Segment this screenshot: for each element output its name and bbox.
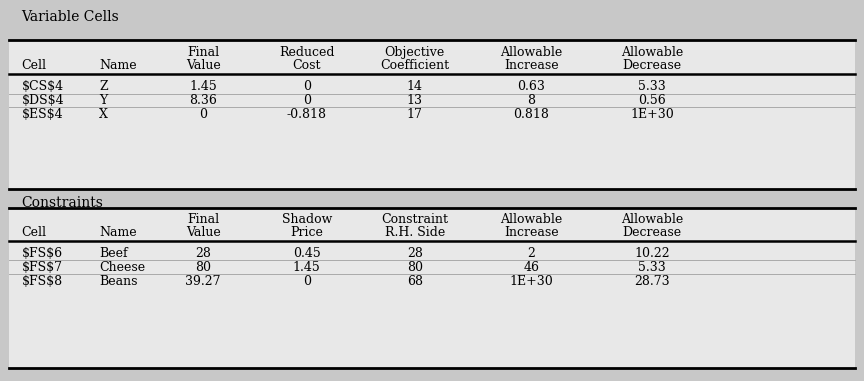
- Text: Cost: Cost: [293, 59, 321, 72]
- Text: 17: 17: [407, 108, 422, 121]
- Text: Value: Value: [186, 59, 220, 72]
- Text: 68: 68: [407, 275, 422, 288]
- Text: 1.45: 1.45: [189, 80, 217, 93]
- Text: Beans: Beans: [99, 275, 138, 288]
- Text: Y: Y: [99, 94, 108, 107]
- Text: Z: Z: [99, 80, 108, 93]
- Text: 0: 0: [199, 108, 207, 121]
- Text: 5.33: 5.33: [638, 80, 666, 93]
- Text: 5.33: 5.33: [638, 261, 666, 274]
- Text: Constraint: Constraint: [381, 213, 448, 226]
- Text: Increase: Increase: [504, 226, 559, 239]
- Text: \$FS\$7: \$FS\$7: [22, 261, 62, 274]
- Text: 80: 80: [407, 261, 422, 274]
- Text: X: X: [99, 108, 108, 121]
- Text: 0: 0: [302, 80, 311, 93]
- Text: Name: Name: [99, 59, 137, 72]
- Text: Allowable: Allowable: [500, 46, 562, 59]
- Text: 28: 28: [407, 247, 422, 260]
- Bar: [9, 208, 855, 368]
- Text: 14: 14: [407, 80, 422, 93]
- Text: Value: Value: [186, 226, 220, 239]
- Text: Name: Name: [99, 226, 137, 239]
- Text: \$CS\$4: \$CS\$4: [22, 80, 64, 93]
- Text: Cheese: Cheese: [99, 261, 145, 274]
- Text: 0.45: 0.45: [293, 247, 321, 260]
- Text: Constraints: Constraints: [22, 196, 104, 210]
- Bar: [9, 40, 855, 189]
- Text: 0: 0: [302, 94, 311, 107]
- Text: 2: 2: [527, 247, 536, 260]
- Text: Cell: Cell: [22, 59, 47, 72]
- Text: 1E+30: 1E+30: [631, 108, 674, 121]
- Text: 80: 80: [195, 261, 211, 274]
- Text: 46: 46: [524, 261, 539, 274]
- Text: \$DS\$4: \$DS\$4: [22, 94, 64, 107]
- Text: 10.22: 10.22: [634, 247, 670, 260]
- Text: 0.818: 0.818: [513, 108, 550, 121]
- Text: Cell: Cell: [22, 226, 47, 239]
- Text: Coefficient: Coefficient: [380, 59, 449, 72]
- Text: Price: Price: [290, 226, 323, 239]
- Text: Beef: Beef: [99, 247, 128, 260]
- Text: 0.56: 0.56: [638, 94, 666, 107]
- Text: Allowable: Allowable: [621, 46, 683, 59]
- Text: Final: Final: [187, 46, 219, 59]
- Text: Objective: Objective: [384, 46, 445, 59]
- Text: \$FS\$8: \$FS\$8: [22, 275, 63, 288]
- Text: Shadow: Shadow: [282, 213, 332, 226]
- Text: 39.27: 39.27: [185, 275, 221, 288]
- Text: Allowable: Allowable: [621, 213, 683, 226]
- Text: R.H. Side: R.H. Side: [384, 226, 445, 239]
- Text: \$ES\$4: \$ES\$4: [22, 108, 63, 121]
- Text: 28: 28: [195, 247, 211, 260]
- Text: 1E+30: 1E+30: [510, 275, 553, 288]
- Text: -0.818: -0.818: [287, 108, 327, 121]
- Text: 8.36: 8.36: [189, 94, 217, 107]
- Text: 28.73: 28.73: [634, 275, 670, 288]
- Text: 1.45: 1.45: [293, 261, 321, 274]
- Text: Increase: Increase: [504, 59, 559, 72]
- Text: Final: Final: [187, 213, 219, 226]
- Text: \$FS\$6: \$FS\$6: [22, 247, 63, 260]
- Text: Variable Cells: Variable Cells: [22, 10, 119, 24]
- Text: 13: 13: [407, 94, 422, 107]
- Text: Allowable: Allowable: [500, 213, 562, 226]
- Text: 0: 0: [302, 275, 311, 288]
- Text: Decrease: Decrease: [623, 59, 682, 72]
- Text: 8: 8: [527, 94, 536, 107]
- Text: Decrease: Decrease: [623, 226, 682, 239]
- Text: 0.63: 0.63: [518, 80, 545, 93]
- Text: Reduced: Reduced: [279, 46, 334, 59]
